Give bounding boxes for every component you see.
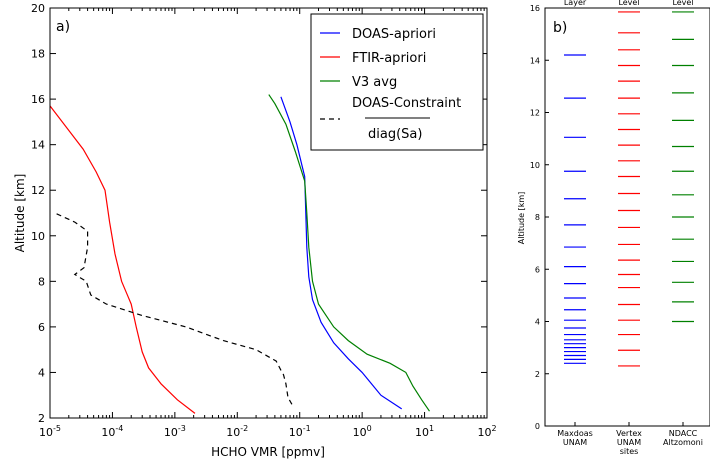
b-y-tick-label: 12 [530,109,540,118]
series-line-3 [268,94,430,412]
panel-a: 10-5 10-4 10-3 10-2 10-1 100 101 102 2 4 6 8 10 12 14 1… [13,2,497,459]
panel-a-label: a) [56,19,70,35]
category-label: sites [620,447,639,456]
panel-b: 0246810121416MaxdoasUNAMLayerVertexUNAMs… [517,0,710,456]
series-line-1 [280,96,403,410]
series-line-2 [49,105,196,414]
y-tick-label: 18 [31,48,45,61]
b-y-tick-label: 2 [535,370,540,379]
x-tick-label: 10-5 [39,424,61,439]
b-y-tick-label: 4 [535,318,540,327]
x-tick-label: 10-3 [164,424,186,439]
column-top-label: Level [672,0,693,7]
panel-a-frame [49,7,488,419]
legend: DOAS-apriori FTIR-apriori V3 avg DOAS-Co… [310,13,484,151]
panel-a-series [49,94,430,414]
legend-label-v3-avg: V3 avg [352,75,397,90]
panel-a-ticks: 10-5 10-4 10-3 10-2 10-1 100 101 102 2 4 6 8 10 12 14 1… [31,2,497,439]
b-y-tick-label: 14 [530,56,540,65]
column-top-label: Layer [564,0,587,7]
x-tick-label: 102 [477,424,496,439]
y-tick-label: 16 [31,93,45,106]
panel-b-ylabel: Altitude [km] [517,192,526,244]
y-tick-label: 12 [31,184,45,197]
y-tick-label: 4 [38,366,45,379]
legend-label-doas-constraint: DOAS-Constraint [352,96,461,111]
y-tick-label: 14 [31,139,45,152]
panel-b-ticks: 0246810121416MaxdoasUNAMLayerVertexUNAMs… [530,0,703,456]
x-tick-label: 10-1 [289,424,311,439]
x-tick-label: 101 [415,424,434,439]
x-tick-label: 10-2 [226,424,248,439]
y-tick-label: 8 [38,275,45,288]
category-label: UNAM [617,438,641,447]
y-tick-label: 20 [31,2,45,15]
column-top-label: Level [618,0,639,7]
category-label: Maxdoas [557,429,593,438]
y-tick-label: 2 [38,412,45,425]
b-y-tick-label: 6 [535,265,540,274]
category-label: Vertex [616,429,642,438]
b-y-tick-label: 10 [530,161,540,170]
category-label: NDACC [669,429,698,438]
legend-box [310,13,484,151]
x-tick-label: 10-4 [101,424,123,439]
b-y-tick-label: 16 [530,4,540,13]
legend-label-doas-apriori: DOAS-apriori [352,27,436,42]
legend-label-diag-sa: diag(Sa) [368,127,422,142]
panel-a-xlabel: HCHO VMR [ppmv] [211,445,325,459]
panel-a-ylabel: Altitude [km] [13,174,27,253]
panel-b-label: b) [553,20,567,36]
b-y-tick-label: 0 [535,422,540,431]
category-label: Altzomoni [663,438,703,447]
x-tick-label: 100 [353,424,372,439]
series-line-4 [54,212,293,405]
panel-b-level-marks [564,11,694,367]
legend-label-ftir-apriori: FTIR-apriori [352,51,426,66]
category-label: UNAM [563,438,587,447]
y-tick-label: 6 [38,321,45,334]
b-y-tick-label: 8 [535,213,540,222]
y-tick-label: 10 [31,230,45,243]
